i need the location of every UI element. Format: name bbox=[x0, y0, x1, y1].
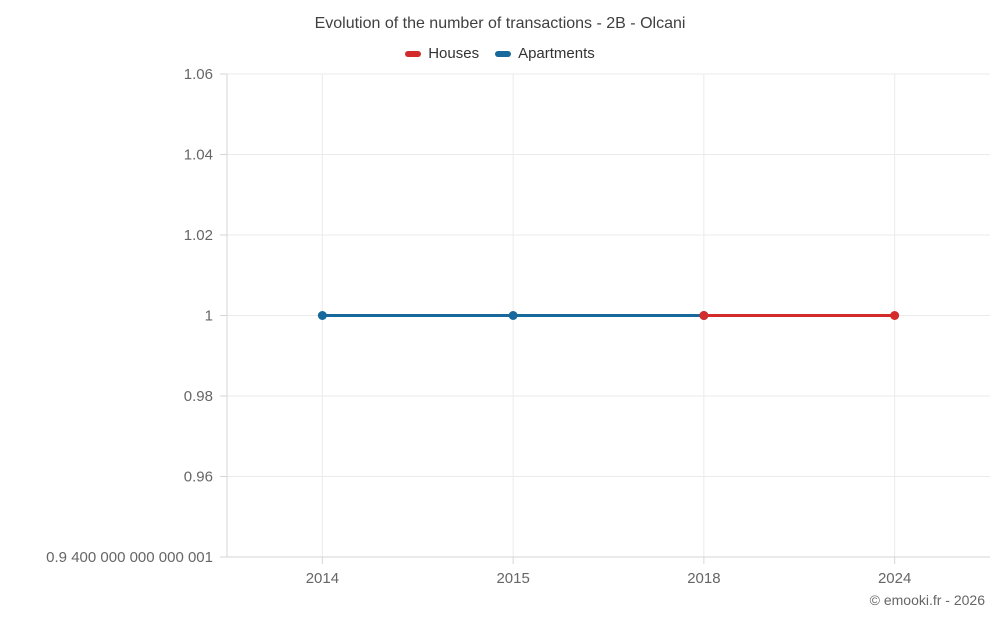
y-axis-label: 0.9 400 000 000 000 001 bbox=[46, 549, 213, 566]
y-axis-label: 1.02 bbox=[184, 227, 213, 244]
legend-swatch-houses bbox=[405, 50, 422, 57]
legend-label: Houses bbox=[428, 45, 480, 62]
data-point-houses-2018[interactable] bbox=[699, 311, 709, 320]
legend-swatch-apartments bbox=[495, 50, 512, 57]
x-axis-label: 2018 bbox=[687, 570, 720, 587]
watermark-credit: © emooki.fr - 2026 bbox=[869, 592, 985, 608]
x-axis-label: 2024 bbox=[878, 570, 911, 587]
data-point-houses-2024[interactable] bbox=[890, 311, 900, 320]
y-axis-label: 1.06 bbox=[184, 66, 213, 83]
y-axis-label: 0.96 bbox=[184, 469, 213, 486]
data-point-apartments-2014[interactable] bbox=[317, 311, 327, 320]
x-axis-label: 2015 bbox=[496, 570, 529, 587]
chart-title: Evolution of the number of transactions … bbox=[314, 15, 686, 32]
legend-label: Apartments bbox=[518, 45, 595, 62]
chart-legend: Houses Apartments bbox=[0, 45, 1000, 62]
y-axis-label: 1.04 bbox=[184, 147, 213, 164]
x-axis-label: 2014 bbox=[306, 570, 339, 587]
data-point-apartments-2015[interactable] bbox=[508, 311, 518, 320]
legend-item-houses[interactable]: Houses bbox=[405, 45, 479, 62]
y-axis-label: 0.98 bbox=[184, 388, 213, 405]
y-axis-label: 1 bbox=[205, 308, 213, 325]
legend-item-apartments[interactable]: Apartments bbox=[495, 45, 595, 62]
